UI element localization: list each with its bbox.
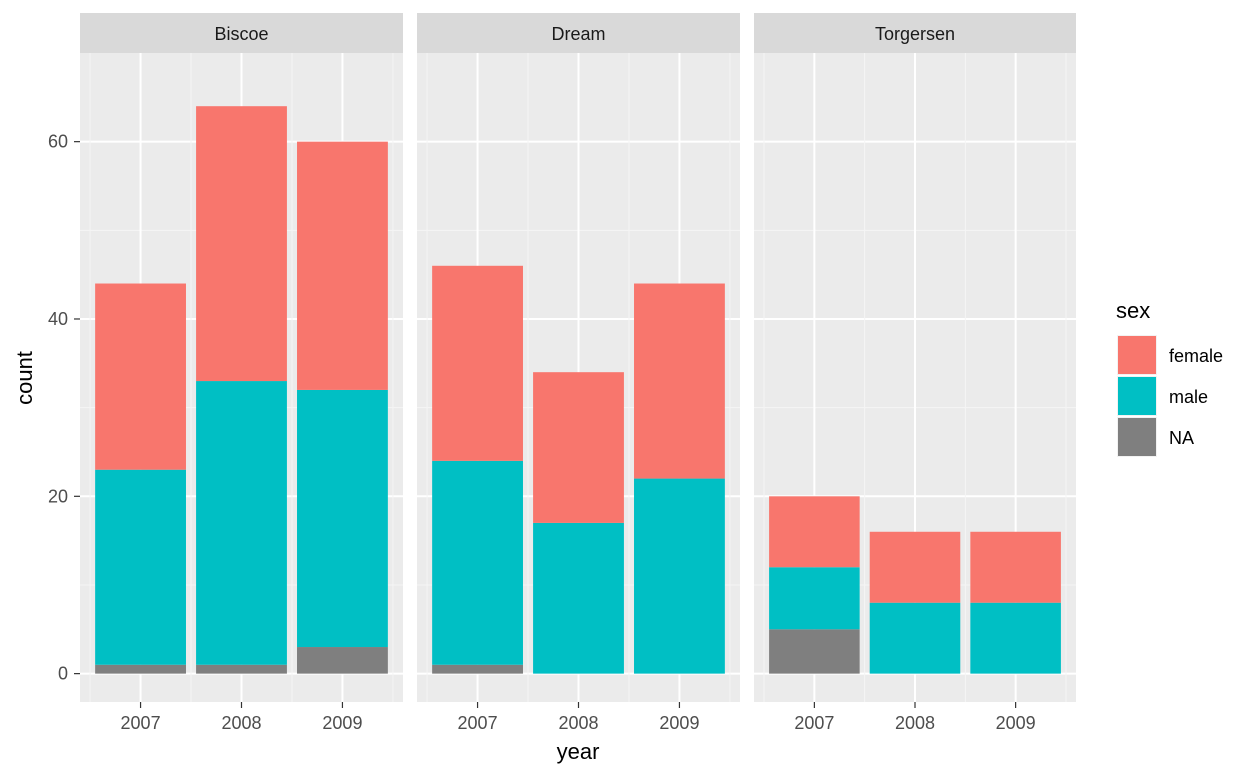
bar-segment-na xyxy=(432,664,523,674)
bar-segment-female xyxy=(95,283,186,470)
legend-swatch-na xyxy=(1118,418,1156,456)
y-axis: 0 20 40 60 xyxy=(48,132,80,684)
bar-segment-na xyxy=(297,647,388,674)
bar-segment-female xyxy=(769,496,860,568)
facet-panel-biscoe: Biscoe 2007 2008 2009 xyxy=(80,13,403,733)
bar-segment-na xyxy=(769,629,860,674)
x-tick-label: 2009 xyxy=(322,713,362,733)
bar-segment-female xyxy=(432,265,523,461)
facet-panel-dream: Dream 2007 2008 2009 xyxy=(417,13,740,733)
legend: sex female male NA xyxy=(1116,298,1223,457)
x-tick-label: 2007 xyxy=(121,713,161,733)
bar-segment-male xyxy=(769,567,860,630)
y-axis-title: count xyxy=(12,351,37,405)
bar-segment-na xyxy=(95,664,186,674)
facet-strip xyxy=(80,13,403,53)
bar-segment-male xyxy=(634,478,725,674)
facet-label: Biscoe xyxy=(214,24,268,44)
bar-segment-male xyxy=(297,389,388,648)
legend-swatch-female xyxy=(1118,336,1156,374)
x-tick-label: 2008 xyxy=(221,713,261,733)
bar-segment-male xyxy=(869,602,961,674)
x-tick-label: 2007 xyxy=(794,713,834,733)
bar-segment-male xyxy=(95,469,186,665)
bar-segment-male xyxy=(533,522,624,674)
x-axis-title: year xyxy=(557,739,600,764)
legend-label: female xyxy=(1169,346,1223,366)
facet-strip xyxy=(417,13,740,53)
x-tick-label: 2008 xyxy=(558,713,598,733)
x-tick-label: 2008 xyxy=(895,713,935,733)
legend-title: sex xyxy=(1116,298,1150,323)
facet-panel-torgersen: Torgersen 2007 2008 2009 xyxy=(754,13,1076,733)
legend-items: female male NA xyxy=(1117,335,1223,457)
x-tick-label: 2009 xyxy=(659,713,699,733)
bar-segment-female xyxy=(533,372,624,523)
bar-segment-male xyxy=(970,602,1061,674)
bar-segment-male xyxy=(432,460,523,665)
bar-segment-female xyxy=(970,531,1061,603)
legend-swatch-male xyxy=(1118,377,1156,415)
bar-segment-female xyxy=(634,283,725,479)
x-tick-label: 2009 xyxy=(996,713,1036,733)
facet-strip xyxy=(754,13,1076,53)
bar-segment-female xyxy=(869,531,961,603)
legend-label: NA xyxy=(1169,428,1194,448)
y-tick-label: 0 xyxy=(58,664,68,684)
y-tick-label: 40 xyxy=(48,309,68,329)
x-tick-label: 2007 xyxy=(458,713,498,733)
facet-label: Dream xyxy=(551,24,605,44)
facet-label: Torgersen xyxy=(875,24,955,44)
legend-label: male xyxy=(1169,387,1208,407)
bar-segment-female xyxy=(196,106,287,382)
bar-segment-female xyxy=(297,141,388,390)
bar-segment-na xyxy=(196,664,287,674)
y-tick-label: 20 xyxy=(48,486,68,506)
bar-segment-male xyxy=(196,381,287,665)
y-tick-label: 60 xyxy=(48,132,68,152)
